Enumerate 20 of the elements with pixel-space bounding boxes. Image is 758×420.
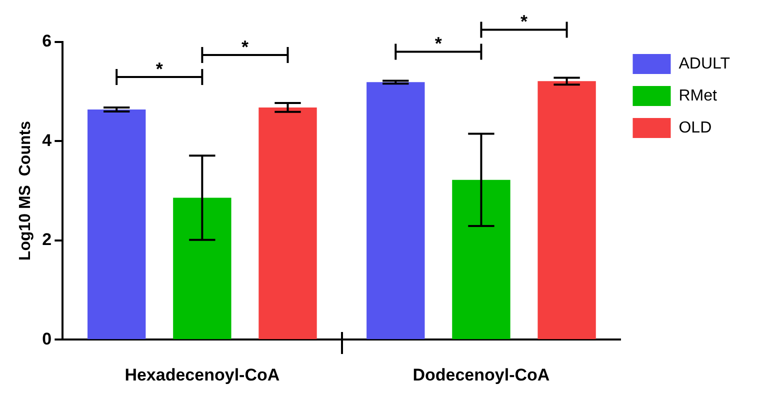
- y-tick-label: 6: [42, 32, 52, 51]
- bar: [173, 198, 232, 340]
- bar: [88, 109, 146, 340]
- bar: [366, 82, 425, 340]
- y-tick-label: 2: [42, 230, 52, 250]
- bar: [258, 107, 317, 340]
- y-tick-label: 0: [42, 329, 52, 348]
- legend-label: RMet: [678, 87, 718, 104]
- legend-label: OLD: [678, 119, 712, 136]
- annotation: *: [156, 59, 163, 80]
- bar: [538, 81, 596, 340]
- y-axis-title: Log10 MS Counts: [17, 120, 34, 261]
- annotation: *: [241, 37, 248, 58]
- bar: [452, 180, 510, 340]
- y-tick-label: 4: [42, 130, 52, 150]
- x-tick-label: Hexadecenoyl-CoA: [124, 365, 280, 384]
- x-tick-label: Dodecenoyl-CoA: [412, 365, 550, 384]
- annotation: *: [434, 34, 442, 54]
- text: *: [520, 12, 528, 32]
- legend-label: ADULT: [678, 55, 730, 72]
